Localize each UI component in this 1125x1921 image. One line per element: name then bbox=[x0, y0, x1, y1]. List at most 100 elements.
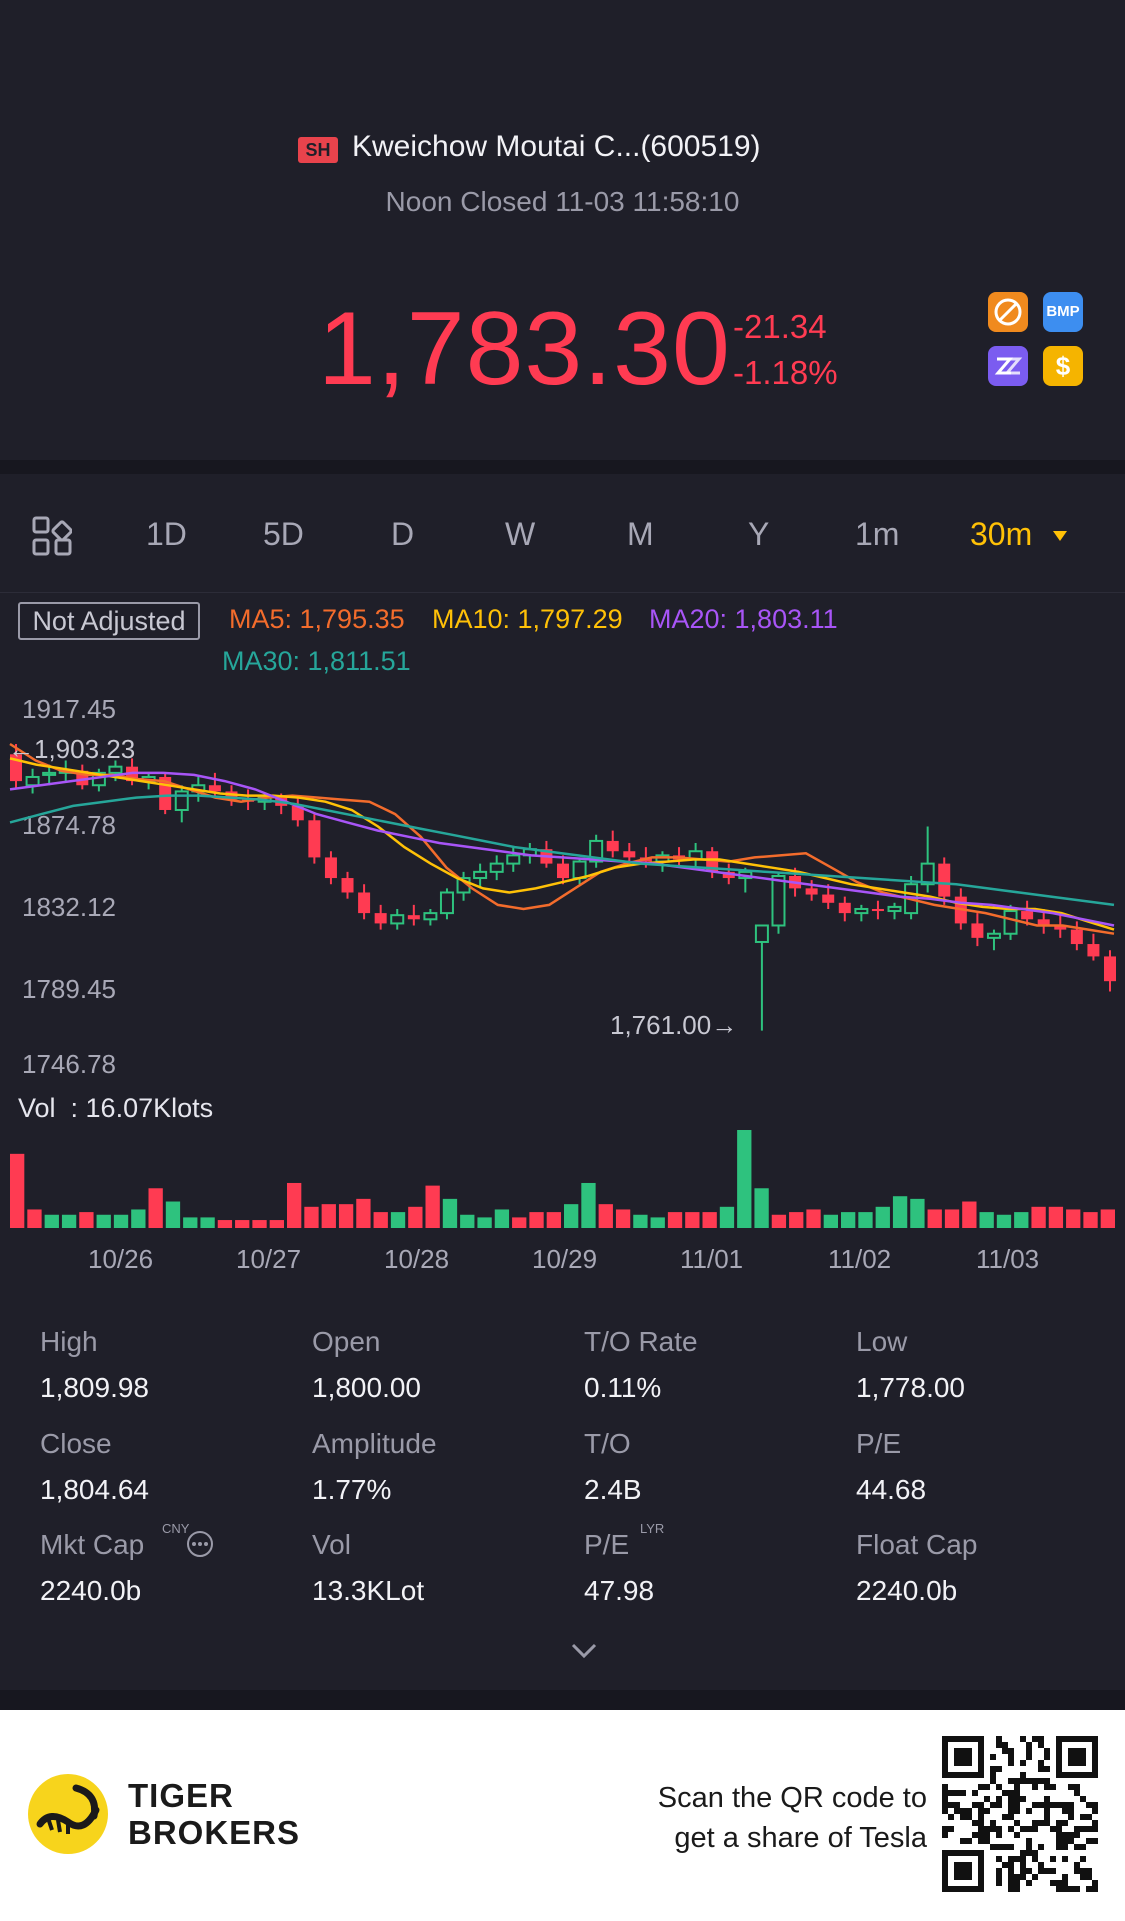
volume-bar bbox=[910, 1198, 925, 1228]
candle-body bbox=[308, 820, 321, 858]
min-price-marker: 1,761.00→ bbox=[610, 1010, 737, 1041]
volume-bar bbox=[113, 1214, 129, 1228]
quote-header: SH Kweichow Moutai C...(600519) Noon Clo… bbox=[0, 0, 1125, 460]
zz-icon[interactable] bbox=[988, 346, 1028, 386]
volume-bar bbox=[148, 1188, 163, 1228]
max-price-label: 1,903.23 bbox=[34, 734, 136, 764]
stat-label-p-e: P/E bbox=[856, 1428, 902, 1459]
candlestick-chart[interactable] bbox=[0, 700, 1125, 1070]
exchange-badge: SH bbox=[298, 137, 338, 163]
stat-value-t-o: 2.4B bbox=[584, 1474, 642, 1505]
candle-body bbox=[1037, 919, 1050, 926]
volume-bar bbox=[581, 1182, 596, 1228]
candle-body bbox=[1054, 925, 1067, 930]
candle-body bbox=[572, 860, 587, 880]
tab-y[interactable]: Y bbox=[748, 516, 770, 552]
volume-bar bbox=[633, 1214, 648, 1228]
volume-bar bbox=[996, 1214, 1012, 1228]
candle-body bbox=[805, 888, 818, 895]
candle-body bbox=[473, 870, 488, 880]
x-tick-1: 10/26 bbox=[88, 1244, 154, 1274]
stat-label-low: Low bbox=[856, 1326, 908, 1357]
stat-value-p-e: 44.68 bbox=[856, 1474, 927, 1505]
volume-bar bbox=[1100, 1209, 1115, 1228]
volume-bar bbox=[650, 1217, 665, 1228]
volume-bar bbox=[1066, 1209, 1081, 1228]
candle-body bbox=[706, 851, 719, 872]
max-price-marker: ←1,903.23 bbox=[8, 734, 135, 765]
adjust-toggle[interactable]: Not Adjusted bbox=[18, 602, 200, 640]
volume-bar bbox=[390, 1212, 406, 1228]
expand-chevron-icon[interactable] bbox=[570, 1642, 598, 1660]
no-ads-icon[interactable] bbox=[988, 292, 1028, 332]
volume-chart[interactable] bbox=[0, 1120, 1125, 1230]
candle-body bbox=[489, 862, 504, 873]
stat-label-close: Close bbox=[40, 1428, 112, 1459]
candle-body bbox=[42, 771, 57, 776]
stat-label-t-o-rate: T/O Rate bbox=[584, 1326, 698, 1357]
tab-1m[interactable]: 1m bbox=[855, 516, 900, 552]
tab-5d[interactable]: 5D bbox=[263, 516, 304, 552]
stat-label-amplitude: Amplitude bbox=[312, 1428, 437, 1459]
tab-m[interactable]: M bbox=[627, 516, 654, 552]
ma20-label: MA20: 1,803.11 bbox=[649, 604, 838, 634]
candle-body bbox=[871, 908, 884, 912]
volume-bar bbox=[183, 1217, 198, 1228]
volume-bar bbox=[944, 1209, 960, 1228]
candle-body bbox=[423, 912, 438, 921]
x-tick-7: 11/03 bbox=[976, 1244, 1040, 1274]
volume-bar bbox=[564, 1204, 579, 1228]
candle-body bbox=[1021, 911, 1034, 920]
volume-bar bbox=[667, 1212, 683, 1228]
y-tick-4: 1789.45 bbox=[22, 974, 116, 1004]
candle-body bbox=[108, 765, 123, 774]
stat-value-t-o-rate: 0.11% bbox=[584, 1372, 662, 1403]
volume-bar bbox=[875, 1206, 890, 1228]
candle-body bbox=[938, 863, 951, 897]
volume-bar bbox=[304, 1206, 319, 1228]
tab-30m[interactable]: 30m bbox=[970, 516, 1033, 552]
bmp-icon[interactable]: BMP bbox=[1043, 292, 1083, 332]
candle-body bbox=[887, 905, 902, 913]
volume-bar bbox=[892, 1196, 908, 1228]
tab-1d[interactable]: 1D bbox=[146, 516, 187, 552]
chevron-down-icon[interactable] bbox=[1052, 530, 1068, 542]
candle-body bbox=[1003, 910, 1018, 935]
ma10-line bbox=[9, 757, 1115, 931]
more-options-icon[interactable] bbox=[186, 1530, 214, 1558]
volume-bar bbox=[79, 1212, 94, 1228]
volume-bar bbox=[927, 1209, 942, 1228]
chart-grid-icon[interactable] bbox=[32, 516, 72, 556]
volume-bar bbox=[235, 1220, 250, 1228]
volume-bar bbox=[338, 1204, 354, 1228]
volume-bar bbox=[373, 1212, 388, 1228]
tab-w[interactable]: W bbox=[505, 516, 536, 552]
y-tick-3: 1832.12 bbox=[22, 892, 116, 922]
qr-code-icon[interactable] bbox=[942, 1736, 1098, 1892]
stat-label-vol: Vol bbox=[312, 1529, 351, 1560]
brand-line-2: BROKERS bbox=[128, 1814, 301, 1851]
dollar-icon[interactable]: $ bbox=[1043, 346, 1083, 386]
tab-d[interactable]: D bbox=[391, 516, 415, 552]
stat-superscript: CNY bbox=[162, 1521, 190, 1536]
stock-name[interactable]: Kweichow Moutai C...(600519) bbox=[352, 130, 761, 163]
candle-body bbox=[771, 874, 786, 927]
candle-body bbox=[557, 863, 569, 879]
volume-bar bbox=[217, 1220, 233, 1228]
volume-bar bbox=[685, 1212, 700, 1228]
ma30-label: MA30: 1,811.51 bbox=[222, 646, 411, 676]
volume-bar bbox=[719, 1206, 735, 1228]
ma5-line bbox=[9, 742, 1115, 935]
stat-label-p-e: P/E bbox=[584, 1529, 630, 1560]
candle-body bbox=[407, 915, 420, 920]
ma30-line bbox=[9, 794, 1115, 907]
volume-bar bbox=[858, 1212, 873, 1228]
volume-bar bbox=[131, 1209, 146, 1228]
candle-body bbox=[374, 913, 387, 924]
stat-label-float-cap: Float Cap bbox=[856, 1529, 978, 1560]
stat-value-close: 1,804.64 bbox=[40, 1474, 149, 1505]
stat-label-high: High bbox=[40, 1326, 98, 1357]
candle-body bbox=[341, 878, 354, 893]
candle-body bbox=[822, 894, 835, 903]
stat-label-t-o: T/O bbox=[584, 1428, 631, 1459]
